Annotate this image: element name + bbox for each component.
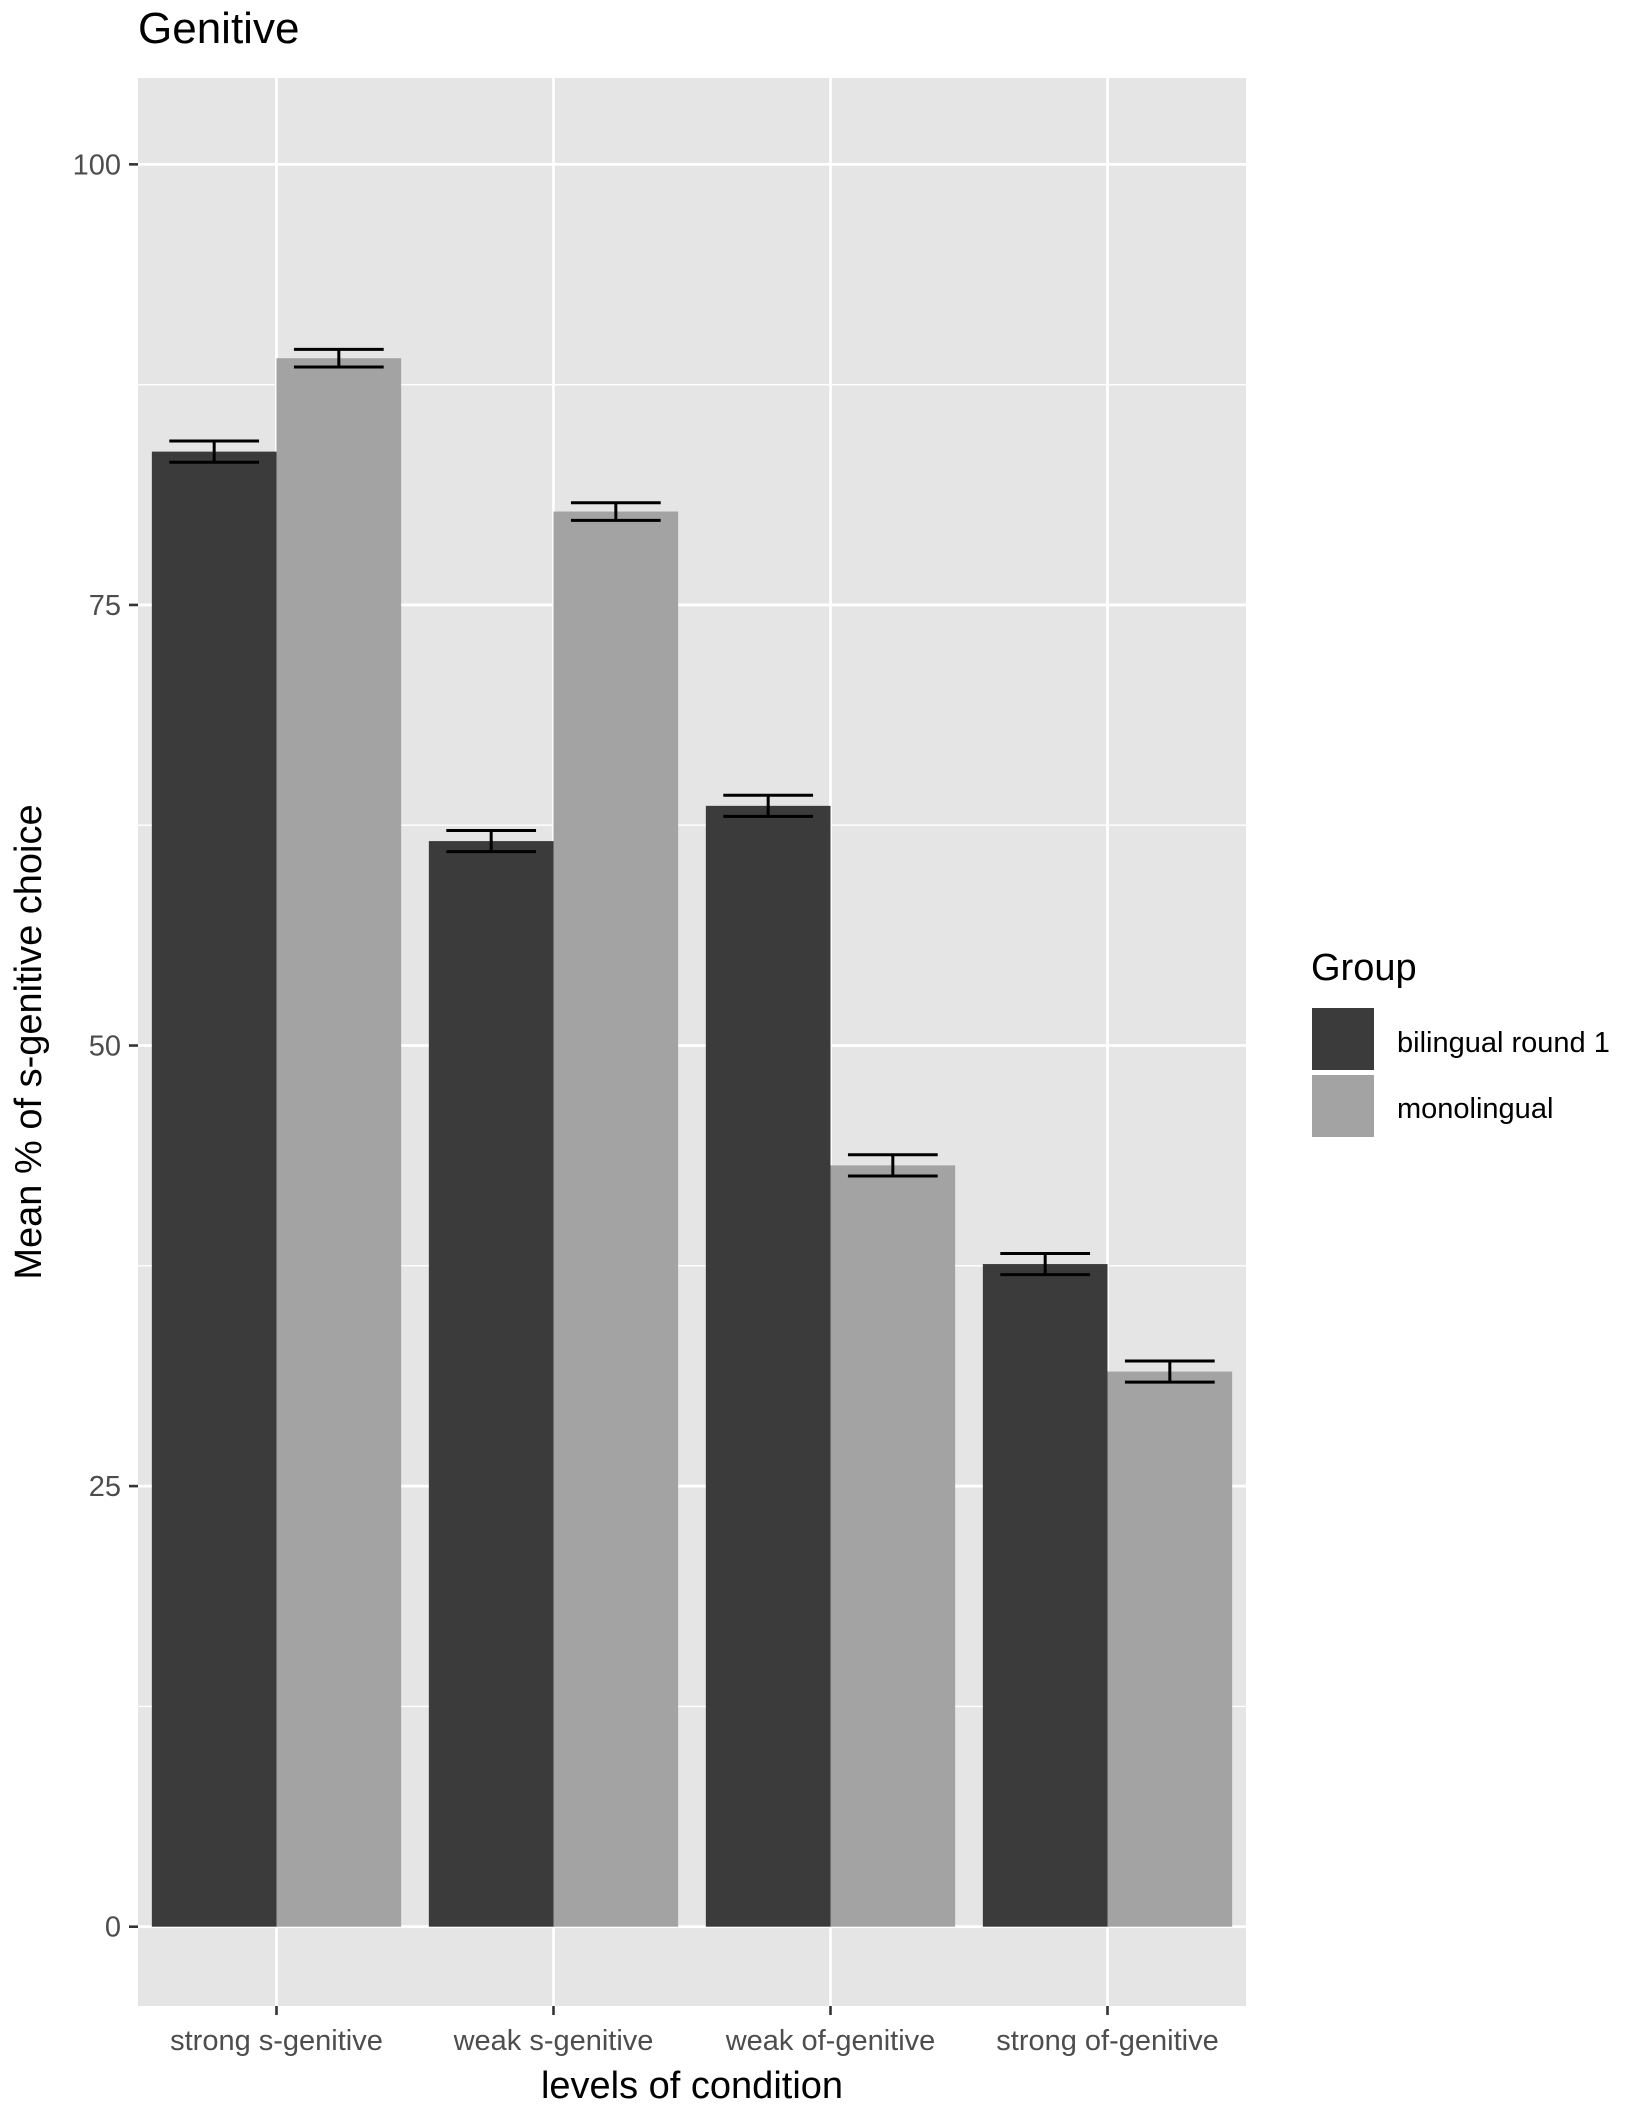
legend: Group bilingual round 1 monolingual [1311,947,1610,1137]
bar-monolingual-0 [276,358,402,1927]
y-axis-title: Mean % of s-genitive choice [8,804,50,1279]
legend-key-bilingual [1312,1008,1374,1070]
x-tick-label: weak of-genitive [725,2025,936,2057]
x-axis: strong s-genitive weak s-genitive weak of-… [170,2006,1219,2057]
errorbar-monolingual-1 [570,501,661,522]
bars-group [151,358,1233,1927]
bar-bilingual-2 [705,805,831,1927]
bar-monolingual-1 [553,511,679,1927]
legend-label-monolingual: monolingual [1397,1093,1553,1125]
errorbars-group [169,347,1215,1384]
errorbar-bilingual-0 [169,439,260,464]
y-tick-label: 25 [89,1471,121,1503]
x-tick-label: strong s-genitive [170,2025,383,2057]
errorbar-monolingual-3 [1124,1359,1215,1384]
y-tick-label: 0 [105,1912,121,1944]
x-axis-title: levels of condition [541,2065,843,2107]
bar-monolingual-3 [1107,1371,1233,1927]
errorbar-monolingual-0 [293,347,384,369]
legend-label-bilingual: bilingual round 1 [1397,1027,1610,1059]
y-tick-label: 50 [89,1031,121,1063]
legend-key-monolingual [1312,1075,1374,1137]
chart-title: Genitive [138,4,299,53]
y-tick-label: 75 [89,590,121,622]
y-tick-label: 100 [73,149,121,181]
y-axis: 0 25 50 75 100 [73,149,138,1944]
bar-monolingual-2 [830,1165,956,1927]
errorbar-bilingual-2 [723,793,814,818]
bar-bilingual-0 [151,451,277,1927]
x-tick-label: weak s-genitive [453,2025,654,2057]
bar-bilingual-3 [982,1264,1108,1927]
errorbar-bilingual-3 [1000,1251,1091,1277]
errorbar-monolingual-2 [847,1153,938,1178]
legend-title: Group [1311,947,1417,989]
errorbar-bilingual-1 [446,829,537,854]
bar-bilingual-1 [428,841,554,1927]
x-tick-label: strong of-genitive [996,2025,1218,2057]
